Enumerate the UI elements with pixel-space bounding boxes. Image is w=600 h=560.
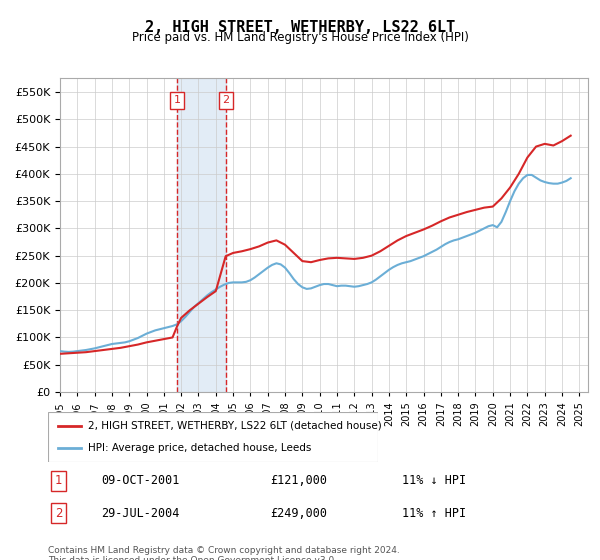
Text: 1: 1	[173, 95, 181, 105]
Text: Price paid vs. HM Land Registry's House Price Index (HPI): Price paid vs. HM Land Registry's House …	[131, 31, 469, 44]
Text: 1: 1	[55, 474, 62, 487]
Text: £121,000: £121,000	[270, 474, 327, 487]
Text: HPI: Average price, detached house, Leeds: HPI: Average price, detached house, Leed…	[88, 443, 311, 453]
Text: 2: 2	[55, 507, 62, 520]
Text: 2, HIGH STREET, WETHERBY, LS22 6LT: 2, HIGH STREET, WETHERBY, LS22 6LT	[145, 20, 455, 35]
FancyBboxPatch shape	[48, 412, 378, 462]
Text: 2, HIGH STREET, WETHERBY, LS22 6LT (detached house): 2, HIGH STREET, WETHERBY, LS22 6LT (deta…	[88, 421, 382, 431]
Text: 11% ↓ HPI: 11% ↓ HPI	[402, 474, 466, 487]
Text: 2: 2	[222, 95, 229, 105]
Text: 09-OCT-2001: 09-OCT-2001	[101, 474, 179, 487]
Text: £249,000: £249,000	[270, 507, 327, 520]
Text: Contains HM Land Registry data © Crown copyright and database right 2024.
This d: Contains HM Land Registry data © Crown c…	[48, 546, 400, 560]
Bar	[177, 78, 226, 392]
Text: 11% ↑ HPI: 11% ↑ HPI	[402, 507, 466, 520]
Text: 29-JUL-2004: 29-JUL-2004	[101, 507, 179, 520]
